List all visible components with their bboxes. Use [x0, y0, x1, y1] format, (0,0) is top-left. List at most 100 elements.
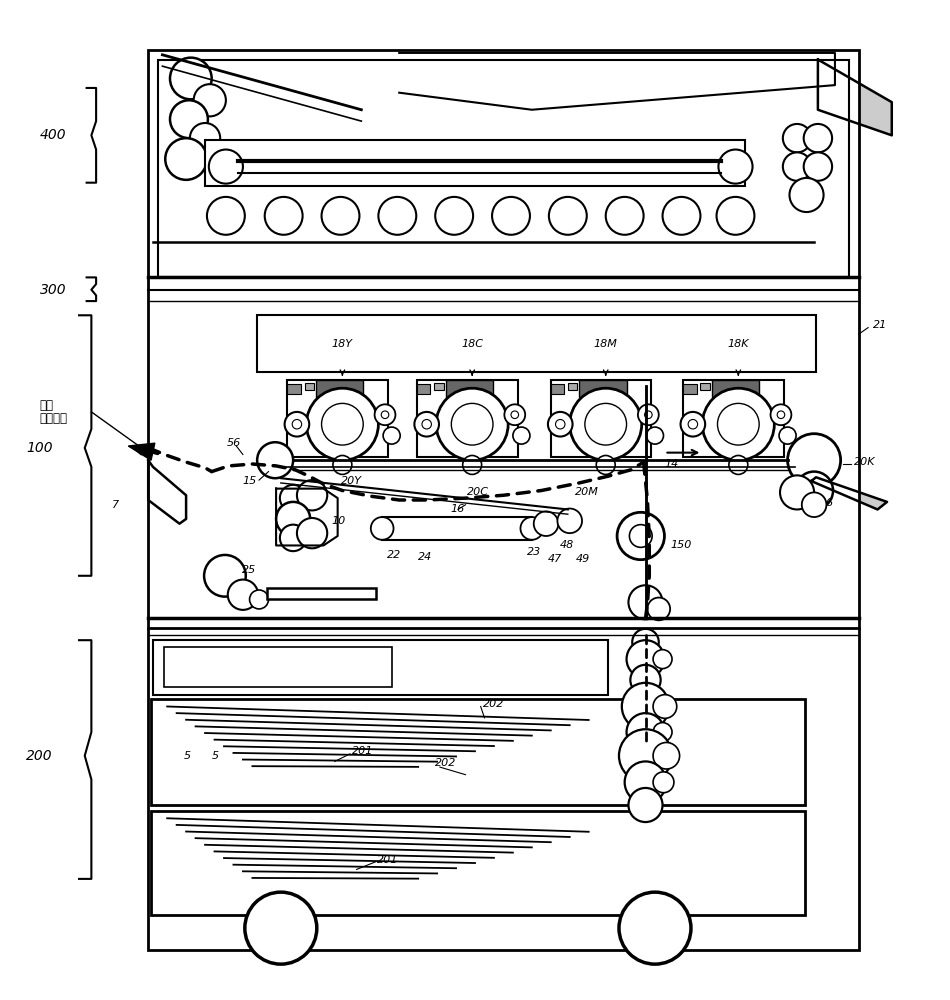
Text: 20M: 20M — [575, 487, 598, 497]
Bar — [417, 384, 430, 394]
Circle shape — [653, 650, 672, 669]
Circle shape — [245, 892, 316, 964]
Circle shape — [451, 403, 493, 445]
Text: 200: 200 — [26, 749, 52, 763]
Circle shape — [570, 388, 641, 460]
Polygon shape — [128, 443, 155, 460]
Circle shape — [265, 197, 303, 235]
Circle shape — [378, 197, 416, 235]
Text: 47: 47 — [547, 554, 561, 564]
Circle shape — [653, 742, 679, 769]
Bar — [580, 380, 627, 397]
Circle shape — [297, 518, 327, 548]
Circle shape — [190, 123, 220, 153]
Bar — [568, 383, 578, 390]
Text: 400: 400 — [40, 128, 67, 142]
Bar — [164, 647, 391, 687]
Circle shape — [777, 411, 785, 419]
Circle shape — [597, 455, 616, 474]
Circle shape — [414, 412, 439, 437]
Circle shape — [207, 197, 245, 235]
Bar — [267, 588, 375, 599]
Circle shape — [780, 475, 814, 509]
Circle shape — [463, 455, 482, 474]
Text: 20K: 20K — [854, 457, 875, 467]
Circle shape — [513, 427, 530, 444]
Circle shape — [321, 403, 363, 445]
Circle shape — [633, 629, 658, 655]
Circle shape — [629, 585, 662, 619]
Polygon shape — [811, 477, 887, 509]
Circle shape — [788, 434, 841, 487]
Circle shape — [630, 525, 652, 547]
Bar — [551, 384, 564, 394]
Circle shape — [783, 152, 811, 181]
Bar — [434, 383, 444, 390]
Circle shape — [170, 100, 208, 138]
Circle shape — [804, 152, 832, 181]
Circle shape — [802, 492, 826, 517]
Text: 20Y: 20Y — [341, 476, 362, 486]
Circle shape — [280, 525, 307, 551]
Circle shape — [618, 512, 664, 560]
Circle shape — [285, 412, 310, 437]
Text: 20C: 20C — [466, 487, 489, 497]
Circle shape — [492, 197, 530, 235]
Circle shape — [619, 729, 672, 782]
Text: 5: 5 — [212, 751, 219, 761]
Circle shape — [662, 197, 700, 235]
Circle shape — [558, 509, 582, 533]
Text: 56: 56 — [227, 438, 241, 448]
Circle shape — [370, 517, 393, 540]
Circle shape — [804, 124, 832, 152]
Circle shape — [585, 403, 627, 445]
Circle shape — [228, 580, 258, 610]
Text: 输送路径: 输送路径 — [39, 412, 67, 425]
Circle shape — [280, 485, 307, 511]
Bar — [205, 140, 745, 186]
Text: 23: 23 — [526, 547, 541, 557]
Circle shape — [332, 455, 352, 474]
Text: 14: 14 — [664, 459, 678, 469]
Bar — [305, 383, 314, 390]
Circle shape — [702, 388, 774, 460]
Circle shape — [716, 197, 754, 235]
Bar — [151, 811, 805, 915]
Text: 7: 7 — [112, 500, 120, 510]
Bar — [683, 380, 784, 457]
Circle shape — [770, 404, 791, 425]
Circle shape — [644, 411, 652, 419]
Text: 10: 10 — [331, 516, 345, 526]
Circle shape — [276, 502, 311, 536]
Circle shape — [297, 480, 327, 510]
Circle shape — [717, 403, 759, 445]
Text: 150: 150 — [670, 540, 692, 550]
Bar — [288, 380, 388, 457]
Circle shape — [718, 150, 752, 184]
Text: 48: 48 — [560, 540, 574, 550]
Circle shape — [680, 412, 705, 437]
Circle shape — [646, 427, 663, 444]
Circle shape — [647, 598, 670, 620]
Text: 22: 22 — [388, 550, 402, 560]
Bar — [315, 380, 363, 397]
Circle shape — [170, 58, 212, 99]
Circle shape — [631, 665, 660, 695]
Text: 15: 15 — [243, 476, 257, 486]
Circle shape — [653, 723, 672, 742]
Bar — [551, 380, 651, 457]
Circle shape — [729, 455, 748, 474]
Circle shape — [549, 197, 587, 235]
Text: 18C: 18C — [461, 339, 484, 349]
Circle shape — [556, 419, 565, 429]
Circle shape — [688, 419, 697, 429]
Text: 5: 5 — [183, 751, 191, 761]
Circle shape — [383, 427, 400, 444]
Circle shape — [548, 412, 573, 437]
Text: 24: 24 — [418, 552, 432, 562]
Circle shape — [321, 197, 359, 235]
Circle shape — [209, 150, 243, 184]
Text: 201: 201 — [377, 855, 399, 865]
Circle shape — [783, 124, 811, 152]
Circle shape — [165, 138, 207, 180]
